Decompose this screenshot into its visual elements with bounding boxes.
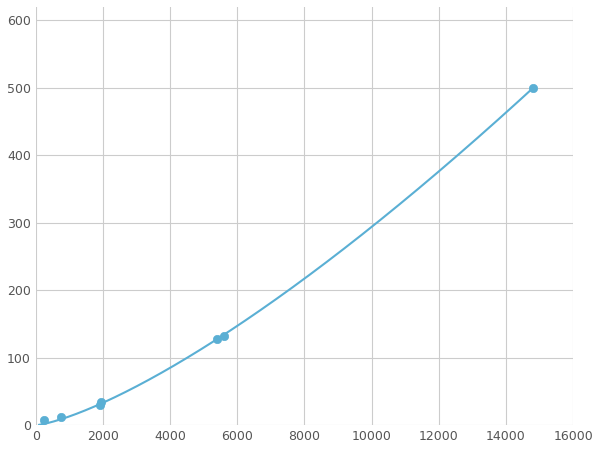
Point	[56, 414, 66, 421]
Point	[40, 417, 49, 424]
Point	[219, 333, 229, 340]
Point	[95, 401, 104, 409]
Point	[528, 84, 538, 91]
Point	[97, 398, 106, 405]
Point	[212, 335, 222, 342]
